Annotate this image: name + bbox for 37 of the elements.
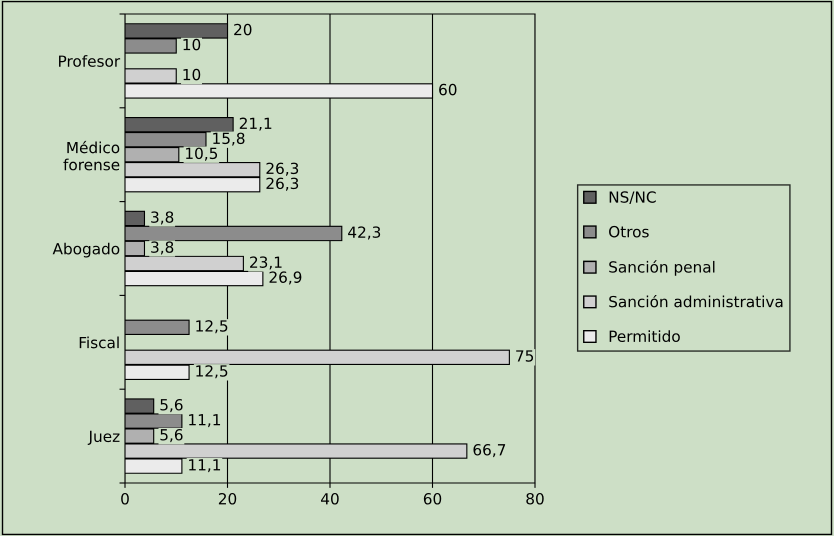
data-label: 3,8 bbox=[151, 211, 174, 224]
y-tick-label: Fiscal bbox=[80, 336, 119, 348]
legend-label: Otros bbox=[609, 226, 649, 238]
x-tick-label: 80 bbox=[526, 492, 544, 505]
x-tick-label: 0 bbox=[121, 492, 129, 505]
data-label: 12,5 bbox=[196, 320, 228, 334]
data-label: 10,5 bbox=[186, 148, 218, 161]
data-label: 10 bbox=[183, 38, 200, 50]
data-label: 75 bbox=[516, 350, 534, 362]
data-label: 23,1 bbox=[250, 256, 282, 270]
data-label: 10 bbox=[183, 68, 200, 80]
data-label: 5,6 bbox=[160, 398, 183, 412]
y-tick-label: Abogado bbox=[52, 242, 120, 258]
data-label: 26,9 bbox=[270, 271, 302, 285]
data-label: 42,3 bbox=[348, 226, 380, 240]
y-tick-label: Juez bbox=[88, 430, 120, 445]
data-label: 5,6 bbox=[160, 428, 183, 442]
x-tick-label: 20 bbox=[218, 492, 236, 505]
y-tick-label: Profesor bbox=[59, 55, 120, 67]
legend-label: Sanción administrativa bbox=[609, 294, 782, 308]
legend-label: NS/NC bbox=[610, 191, 656, 204]
legend-label: Permitido bbox=[610, 330, 680, 342]
legend-label: Sanción penal bbox=[609, 260, 714, 276]
data-label: 12,5 bbox=[196, 365, 228, 378]
data-label: 15,8 bbox=[213, 132, 244, 146]
data-label: 26,3 bbox=[266, 162, 298, 176]
x-tick-label: 40 bbox=[321, 492, 339, 505]
data-label: 60 bbox=[439, 84, 456, 96]
data-label: 26,3 bbox=[266, 178, 298, 191]
data-label: 3,8 bbox=[151, 241, 174, 254]
data-label: 21,1 bbox=[240, 118, 272, 131]
y-tick-label: Médico forense bbox=[63, 140, 120, 170]
data-label: 11,1 bbox=[189, 414, 220, 428]
data-label: 66,7 bbox=[473, 444, 506, 458]
data-label: 11,1 bbox=[189, 459, 220, 472]
x-tick-label: 60 bbox=[424, 492, 442, 505]
data-label: 20 bbox=[234, 24, 252, 36]
